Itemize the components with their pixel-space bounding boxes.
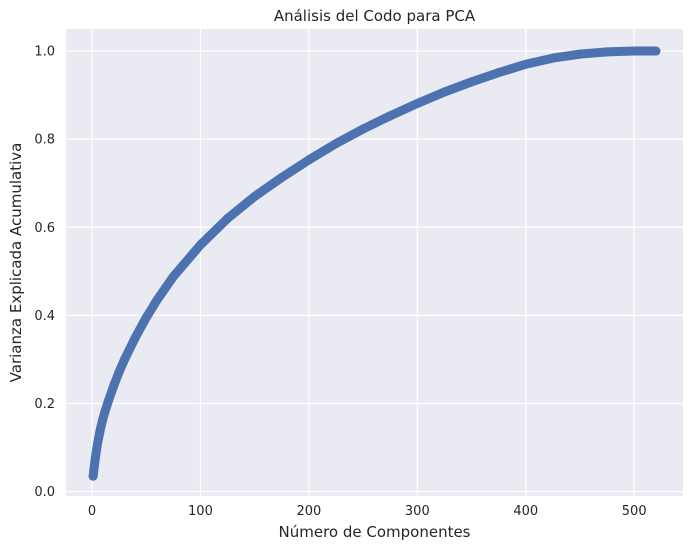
data-point bbox=[602, 47, 612, 57]
y-tick-label: 0.0 bbox=[34, 485, 55, 500]
data-point bbox=[96, 423, 106, 433]
y-tick-label: 0.4 bbox=[34, 309, 55, 324]
data-point bbox=[439, 87, 449, 97]
data-series bbox=[88, 46, 661, 481]
data-point bbox=[120, 354, 130, 364]
data-point bbox=[521, 59, 531, 69]
data-point bbox=[494, 68, 504, 78]
data-point bbox=[304, 155, 314, 165]
data-point bbox=[130, 332, 140, 342]
y-tick-label: 0.8 bbox=[34, 133, 55, 148]
y-axis-ticks: 0.0 0.2 0.4 0.6 0.8 1.0 bbox=[34, 45, 55, 501]
data-point bbox=[109, 381, 119, 391]
x-axis-ticks: 0 100 200 300 400 500 bbox=[88, 504, 647, 519]
plot-area bbox=[66, 29, 683, 496]
y-tick-label: 0.2 bbox=[34, 397, 55, 412]
data-point bbox=[385, 111, 395, 121]
x-tick-label: 300 bbox=[405, 504, 430, 519]
data-point bbox=[629, 46, 639, 56]
data-point bbox=[223, 213, 233, 223]
data-point bbox=[91, 446, 101, 456]
x-tick-label: 0 bbox=[88, 504, 96, 519]
x-tick-label: 200 bbox=[296, 504, 321, 519]
data-point bbox=[90, 454, 100, 464]
data-point bbox=[168, 272, 178, 282]
data-point bbox=[412, 98, 422, 108]
data-point bbox=[152, 295, 162, 305]
data-point bbox=[89, 462, 99, 472]
x-tick-label: 400 bbox=[513, 504, 538, 519]
data-point bbox=[651, 46, 661, 56]
data-point bbox=[277, 172, 287, 182]
data-point bbox=[141, 313, 151, 323]
y-tick-label: 1.0 bbox=[34, 45, 55, 60]
data-point bbox=[98, 414, 108, 424]
data-point bbox=[575, 49, 585, 59]
data-point bbox=[114, 367, 124, 377]
y-tick-label: 0.6 bbox=[34, 221, 55, 236]
data-point bbox=[100, 406, 110, 416]
data-point bbox=[467, 77, 477, 87]
x-axis-label: Número de Componentes bbox=[279, 523, 471, 541]
x-tick-label: 100 bbox=[188, 504, 213, 519]
data-point bbox=[103, 396, 113, 406]
chart-title: Análisis del Codo para PCA bbox=[274, 7, 476, 25]
data-point bbox=[548, 53, 558, 63]
data-point bbox=[88, 471, 98, 481]
data-point bbox=[358, 124, 368, 134]
data-point bbox=[250, 191, 260, 201]
y-axis-label: Varianza Explicada Acumulativa bbox=[7, 143, 25, 383]
data-point bbox=[195, 240, 205, 250]
data-point bbox=[331, 139, 341, 149]
x-tick-label: 500 bbox=[622, 504, 647, 519]
